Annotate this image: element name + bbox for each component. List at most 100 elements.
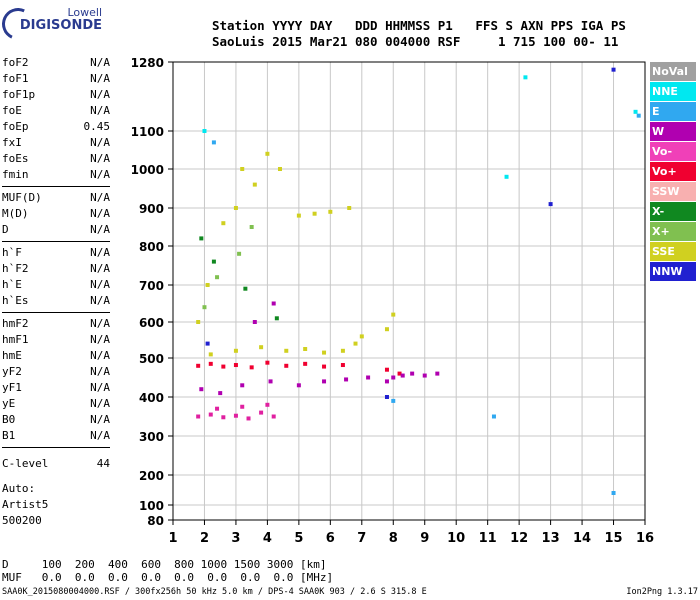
param-name: fmin <box>2 168 29 181</box>
echo-point <box>284 363 289 368</box>
param-value: N/A <box>90 381 110 394</box>
echo-point <box>233 363 238 368</box>
y-tick-label: 80 <box>147 514 164 528</box>
echo-point <box>347 206 352 210</box>
echo-point <box>205 341 210 346</box>
x-tick-label: 8 <box>389 531 398 546</box>
echo-point <box>233 413 238 418</box>
echo-point <box>384 367 389 372</box>
polarization-legend: NoVal NNE E W Vo- Vo+ SSW X- X+ SSE NNW <box>650 62 696 282</box>
station-header-values: SaoLuis 2015 Mar21 080 004000 RSF 1 715 … <box>212 34 619 49</box>
x-tick-label: 11 <box>479 531 497 546</box>
y-tick-label: 400 <box>139 391 164 405</box>
legend-item: E <box>650 102 696 121</box>
muf-distance-table: D 100 200 400 600 800 1000 1500 3000 [km… <box>2 558 333 584</box>
legend-item: W <box>650 122 696 141</box>
echo-point <box>215 275 220 280</box>
footer-version: Ion2Png 1.3.17 <box>626 587 698 597</box>
legend-item: NNE <box>650 82 696 101</box>
param-name: h`F2 <box>2 262 29 275</box>
param-value: N/A <box>90 294 110 307</box>
param-value: N/A <box>90 349 110 362</box>
echo-point <box>202 305 207 310</box>
logo-line1: Lowell <box>67 6 102 19</box>
param-name: yF1 <box>2 381 22 394</box>
param-row: MUF(D) N/A <box>2 190 110 206</box>
echo-point <box>384 327 389 332</box>
param-name: hmF1 <box>2 333 29 346</box>
echo-point <box>344 377 349 382</box>
param-separator <box>2 312 110 313</box>
param-row: h`F2 N/A <box>2 261 110 277</box>
echo-point <box>397 371 402 376</box>
echo-point <box>504 174 509 179</box>
x-tick-label: 12 <box>510 531 528 546</box>
legend-item: X- <box>650 202 696 221</box>
param-name: foEp <box>2 120 29 133</box>
param-value: N/A <box>90 152 110 165</box>
param-name: foF2 <box>2 56 29 69</box>
param-row: foEs N/A <box>2 151 110 167</box>
param-row: foF1 N/A <box>2 71 110 87</box>
param-name: hmE <box>2 349 22 362</box>
echo-point <box>322 379 327 384</box>
param-row: foF1p N/A <box>2 87 110 103</box>
echo-point <box>340 348 345 353</box>
echo-point <box>384 395 389 399</box>
y-tick-label: 300 <box>139 430 164 444</box>
echo-point <box>246 416 251 421</box>
x-tick-label: 13 <box>542 531 560 546</box>
echo-point <box>391 312 396 317</box>
echo-point <box>366 375 371 380</box>
param-name: B1 <box>2 429 16 442</box>
param-value: N/A <box>90 365 110 378</box>
param-name: foE <box>2 104 22 117</box>
echo-point <box>259 345 264 350</box>
legend-item: SSW <box>650 182 696 201</box>
x-tick-label: 7 <box>357 531 366 546</box>
echo-point <box>221 415 226 420</box>
y-tick-label: 100 <box>139 499 164 513</box>
legend-item: Vo- <box>650 142 696 161</box>
echo-point <box>340 363 345 368</box>
y-tick-label: 1280 <box>131 56 164 70</box>
plot-frame <box>172 61 646 521</box>
echo-point <box>296 383 301 388</box>
param-name: foEs <box>2 152 29 165</box>
param-row: M(D) N/A <box>2 206 110 222</box>
digisonde-logo: Lowell DIGISONDE <box>0 3 102 45</box>
param-value: N/A <box>90 136 110 149</box>
param-value: N/A <box>90 317 110 330</box>
param-name: h`F <box>2 246 22 259</box>
x-tick-label: 5 <box>294 531 303 546</box>
param-name: MUF(D) <box>2 191 42 204</box>
station-header: Station YYYY DAY DDD HHMMSS P1 FFS S AXN… <box>212 18 626 50</box>
echo-point <box>221 364 226 369</box>
echo-point <box>252 320 257 324</box>
param-row: B1 N/A <box>2 428 110 444</box>
param-row: hmE N/A <box>2 348 110 364</box>
echo-point <box>233 348 238 353</box>
echo-point <box>218 391 223 396</box>
param-name: B0 <box>2 413 16 426</box>
station-header-labels: Station YYYY DAY DDD HHMMSS P1 FFS S AXN… <box>212 18 626 33</box>
x-tick-label: 1 <box>168 531 177 546</box>
param-row: fxI N/A <box>2 135 110 151</box>
legend-item: X+ <box>650 222 696 241</box>
param-name: M(D) <box>2 207 29 220</box>
x-tick-label: 10 <box>447 531 465 546</box>
param-value: N/A <box>90 278 110 291</box>
echo-point <box>491 414 496 419</box>
autoscaling-info: Auto: Artist5 500200 <box>2 481 48 529</box>
echo-point <box>221 221 226 226</box>
param-value: N/A <box>90 168 110 181</box>
param-row: yF2 N/A <box>2 364 110 380</box>
echo-point <box>196 363 201 368</box>
param-name: foF1 <box>2 72 29 85</box>
param-name: D <box>2 223 9 236</box>
echo-point <box>208 361 213 366</box>
param-row: B0 N/A <box>2 412 110 428</box>
echo-point <box>271 301 276 306</box>
param-separator <box>2 186 110 187</box>
